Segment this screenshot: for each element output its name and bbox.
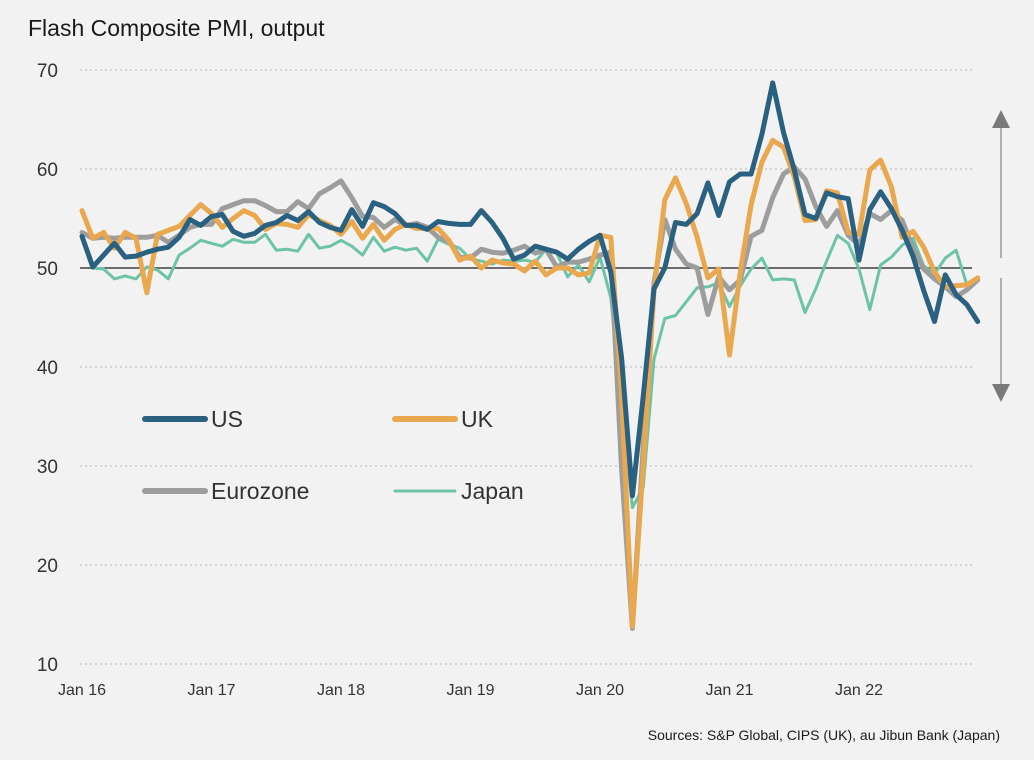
x-tick-label: Jan 22 <box>835 682 883 699</box>
legend-item-eurozone: Eurozone <box>142 478 309 504</box>
x-tick-label: Jan 18 <box>317 682 365 699</box>
chart-title: Flash Composite PMI, output <box>28 15 325 41</box>
y-tick-label: 50 <box>37 259 58 280</box>
legend: US UK Eurozone Japan <box>142 406 524 504</box>
series-line-eurozone <box>79 164 981 631</box>
series-line-japan <box>80 232 980 510</box>
x-tick-label: Jan 17 <box>187 682 235 699</box>
source-note: Sources: S&P Global, CIPS (UK), au Jibun… <box>648 727 1000 743</box>
legend-item-us: US <box>142 406 243 432</box>
series-line-us <box>79 80 981 499</box>
y-axis-ticks: 70 60 50 40 30 20 10 <box>37 61 58 676</box>
y-tick-label: 10 <box>37 655 58 676</box>
y-tick-label: 70 <box>37 61 58 82</box>
y-tick-label: 30 <box>37 457 58 478</box>
range-arrow <box>992 110 1010 402</box>
gridlines <box>80 69 972 665</box>
legend-item-uk: UK <box>392 406 494 432</box>
legend-item-japan: Japan <box>393 478 524 504</box>
series-lines <box>79 80 981 631</box>
y-tick-label: 40 <box>37 358 58 379</box>
x-tick-label: Jan 16 <box>58 682 106 699</box>
x-axis-ticks: Jan 16 Jan 17 Jan 18 Jan 19 Jan 20 Jan 21 Jan … <box>58 682 883 699</box>
x-tick-label: Jan 21 <box>705 682 753 699</box>
arrow-head-down-icon <box>992 384 1010 402</box>
legend-label: Japan <box>461 478 524 504</box>
legend-label: Eurozone <box>211 478 309 504</box>
legend-label: UK <box>461 406 494 432</box>
x-tick-label: Jan 20 <box>576 682 624 699</box>
x-tick-label: Jan 19 <box>446 682 494 699</box>
arrow-head-up-icon <box>992 110 1010 128</box>
y-tick-label: 60 <box>37 160 58 181</box>
legend-label: US <box>211 406 243 432</box>
y-tick-label: 20 <box>37 556 58 577</box>
